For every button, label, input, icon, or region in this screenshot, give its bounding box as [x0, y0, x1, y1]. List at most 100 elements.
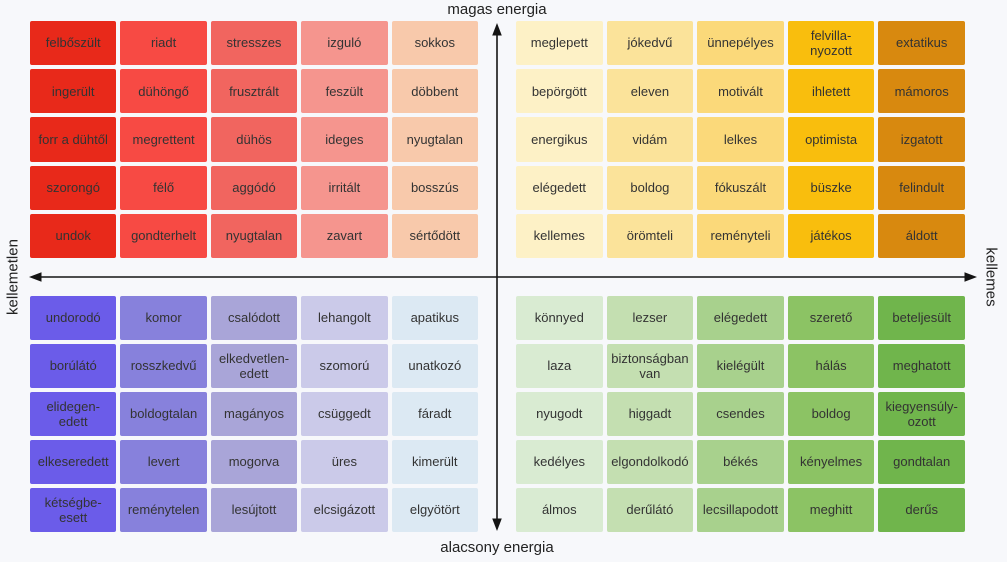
emotion-cell: eleven	[606, 69, 694, 114]
emotion-cell: gondtalan	[878, 440, 965, 484]
emotion-cell: ideges	[301, 117, 388, 162]
emotion-cell: kimerült	[391, 440, 478, 484]
emotion-cell: üres	[301, 440, 388, 484]
axis-label-low-energy: alacsony energia	[440, 539, 554, 556]
emotion-cell: zavart	[301, 213, 388, 258]
emotion-cell: áldott	[878, 213, 965, 258]
emotion-cell: békés	[697, 440, 784, 484]
emotion-cell: fókuszált	[697, 165, 784, 210]
emotion-cell: borúlátó	[30, 344, 117, 388]
emotion-cell: izgatott	[878, 117, 965, 162]
emotion-cell: nyugtalan	[210, 213, 298, 258]
emotion-cell: döbbent	[391, 69, 478, 114]
emotion-cell: jókedvű	[606, 21, 694, 66]
emotion-cell: nyugtalan	[391, 117, 478, 162]
emotion-cell: csendes	[697, 392, 784, 436]
emotion-cell: apatikus	[391, 296, 478, 340]
emotion-cell: félő	[120, 165, 207, 210]
emotion-cell: álmos	[516, 488, 603, 532]
axis-label-high-energy: magas energia	[447, 1, 547, 18]
emotion-cell: stresszes	[210, 21, 298, 66]
emotion-cell: elégedett	[697, 296, 784, 340]
emotion-cell: aggódó	[210, 165, 298, 210]
emotion-cell: elkedvetlen- edett	[210, 344, 298, 388]
emotion-cell: reményteli	[697, 213, 784, 258]
emotion-cell: felbőszült	[30, 21, 117, 66]
emotion-cell: izguló	[301, 21, 388, 66]
quadrant-low-energy-pleasant: könnyed lezser elégedett szerető beteljesült…	[516, 296, 965, 532]
emotion-cell: meghatott	[878, 344, 965, 388]
emotion-cell: sokkos	[391, 21, 478, 66]
emotion-cell: boldog	[787, 392, 875, 436]
emotion-cell: frusztrált	[210, 69, 298, 114]
emotion-cell: unatkozó	[391, 344, 478, 388]
emotion-cell: magányos	[210, 392, 298, 436]
emotion-cell: meglepett	[516, 21, 603, 66]
emotion-cell: bosszús	[391, 165, 478, 210]
emotion-cell: fáradt	[391, 392, 478, 436]
emotion-cell: elcsigázott	[301, 488, 388, 532]
quadrant-high-energy-pleasant: meglepett jókedvű ünnepélyes felvilla- nyoz…	[516, 21, 965, 258]
emotion-cell: kellemes	[516, 213, 603, 258]
emotion-cell: hálás	[787, 344, 875, 388]
emotion-cell: dühöngő	[120, 69, 207, 114]
right-arrowhead-icon	[964, 272, 977, 282]
emotion-cell: szorongó	[30, 165, 117, 210]
emotion-cell: nyugodt	[516, 392, 603, 436]
emotion-cell: higgadt	[606, 392, 694, 436]
emotion-cell: vidám	[606, 117, 694, 162]
emotion-cell: undorodó	[30, 296, 117, 340]
emotion-cell: levert	[120, 440, 207, 484]
emotion-cell: elgyötört	[391, 488, 478, 532]
emotion-cell: meghitt	[787, 488, 875, 532]
axis-label-pleasant: kellemes	[982, 247, 1000, 307]
quadrant-low-energy-unpleasant: undorodó komor csalódott lehangolt apatikus b…	[30, 296, 478, 532]
axis-label-unpleasant: kellemetlen	[4, 239, 22, 315]
emotion-cell: mogorva	[210, 440, 298, 484]
emotion-cell: riadt	[120, 21, 207, 66]
emotion-cell: kedélyes	[516, 440, 603, 484]
emotion-cell: kielégült	[697, 344, 784, 388]
emotion-cell: beteljesült	[878, 296, 965, 340]
up-arrowhead-icon	[492, 23, 502, 36]
emotion-cell: undok	[30, 213, 117, 258]
emotion-cell: motivált	[697, 69, 784, 114]
emotion-cell: büszke	[787, 165, 875, 210]
left-arrowhead-icon	[29, 272, 42, 282]
emotion-cell: reménytelen	[120, 488, 207, 532]
emotion-cell: biztonságban van	[606, 344, 694, 388]
emotion-cell: lesújtott	[210, 488, 298, 532]
emotion-cell: lecsillapodott	[697, 488, 784, 532]
emotion-cell: megrettent	[120, 117, 207, 162]
emotion-cell: ihletett	[787, 69, 875, 114]
emotion-cell: kiegyensúly- ozott	[878, 392, 965, 436]
emotion-cell: elgondolkodó	[606, 440, 694, 484]
emotion-cell: laza	[516, 344, 603, 388]
emotion-cell: ingerült	[30, 69, 117, 114]
emotion-cell: gondterhelt	[120, 213, 207, 258]
emotion-cell: csüggedt	[301, 392, 388, 436]
emotion-cell: kétségbe- esett	[30, 488, 117, 532]
emotion-cell: forr a dühtől	[30, 117, 117, 162]
emotion-cell: feszült	[301, 69, 388, 114]
emotion-cell: derűlátó	[606, 488, 694, 532]
emotion-cell: derűs	[878, 488, 965, 532]
emotion-cell: lelkes	[697, 117, 784, 162]
emotion-cell: felvilla- nyozott	[787, 21, 875, 66]
emotion-cell: örömteli	[606, 213, 694, 258]
emotion-cell: játékos	[787, 213, 875, 258]
emotion-cell: lezser	[606, 296, 694, 340]
emotion-cell: optimista	[787, 117, 875, 162]
emotion-cell: irritált	[301, 165, 388, 210]
emotion-cell: mámoros	[878, 69, 965, 114]
emotion-cell: elkeseredett	[30, 440, 117, 484]
down-arrowhead-icon	[492, 518, 502, 531]
emotion-cell: elégedett	[516, 165, 603, 210]
emotion-cell: boldog	[606, 165, 694, 210]
emotion-cell: szomorú	[301, 344, 388, 388]
quadrant-high-energy-unpleasant: felbőszült riadt stresszes izguló sokkos inge…	[30, 21, 478, 258]
emotion-cell: kényelmes	[787, 440, 875, 484]
emotion-cell: lehangolt	[301, 296, 388, 340]
emotion-cell: elidegen- edett	[30, 392, 117, 436]
